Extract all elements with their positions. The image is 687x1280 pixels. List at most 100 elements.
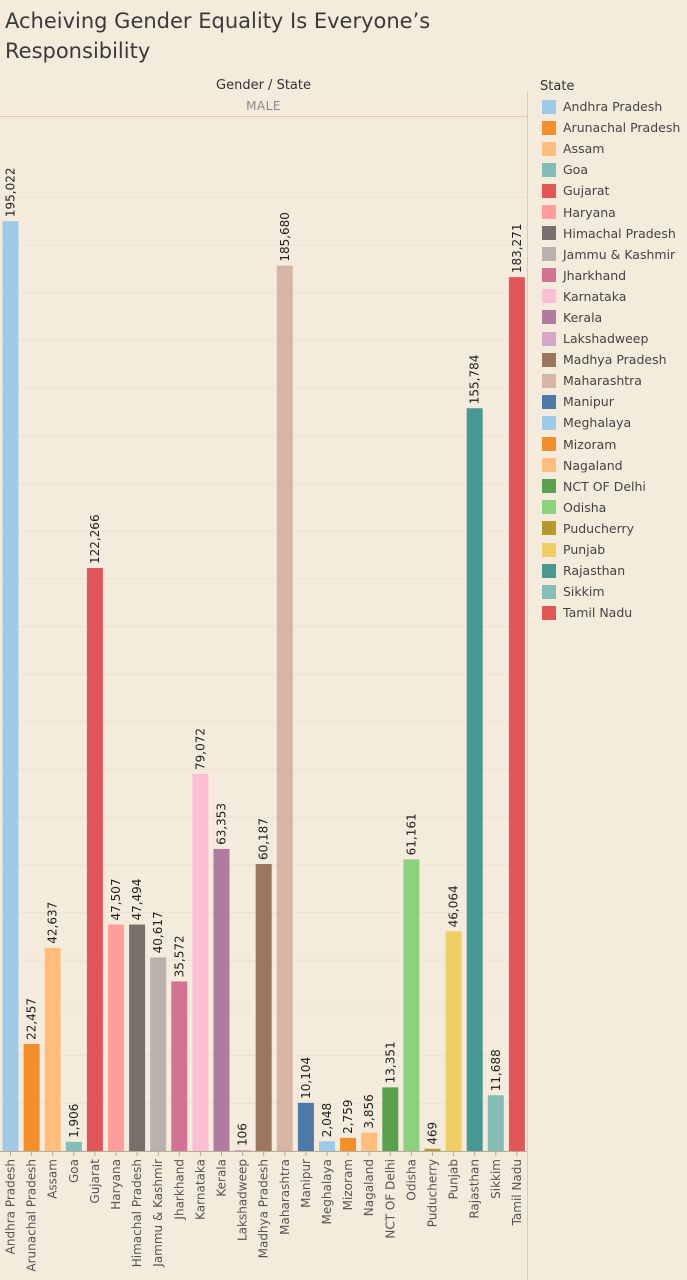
data-label: 195,022 <box>4 168 18 218</box>
data-label: 155,784 <box>468 355 482 405</box>
legend-item[interactable]: Punjab <box>542 539 680 560</box>
bar[interactable] <box>234 1150 251 1151</box>
data-label: 79,072 <box>193 728 207 770</box>
data-label: 106 <box>236 1123 250 1146</box>
legend-item[interactable]: Jharkhand <box>542 265 680 286</box>
x-tick-label: Kerala <box>215 1159 229 1197</box>
bar[interactable] <box>65 1141 82 1151</box>
x-tick-label: Goa <box>67 1159 81 1183</box>
data-label: 63,353 <box>215 803 229 845</box>
data-label: 469 <box>426 1122 440 1145</box>
bar[interactable] <box>445 931 462 1151</box>
data-label: 183,271 <box>510 224 524 274</box>
x-tick-label: Rajasthan <box>468 1159 482 1219</box>
bar[interactable] <box>192 773 209 1151</box>
bar[interactable] <box>255 864 272 1151</box>
bar[interactable] <box>171 981 188 1151</box>
legend-label: NCT OF Delhi <box>563 478 646 494</box>
data-label: 13,351 <box>383 1041 397 1083</box>
x-tick-label: Himachal Pradesh <box>130 1159 144 1267</box>
legend-item[interactable]: Madhya Pradesh <box>542 349 680 370</box>
bar[interactable] <box>276 265 293 1152</box>
x-tick-label: Sikkim <box>489 1159 503 1199</box>
legend-item[interactable]: Goa <box>542 159 680 180</box>
data-label: 42,637 <box>46 902 60 944</box>
legend-label: Odisha <box>563 499 607 515</box>
legend-item[interactable]: Tamil Nadu <box>542 602 680 623</box>
x-tick-label: Mizoram <box>341 1159 355 1210</box>
bar[interactable] <box>2 221 19 1151</box>
legend-swatch <box>542 458 556 473</box>
x-tick-label: Gujarat <box>88 1159 102 1204</box>
data-label: 46,064 <box>447 885 461 927</box>
legend-item[interactable]: Andhra Pradesh <box>542 96 680 117</box>
legend-item[interactable]: Himachal Pradesh <box>542 223 680 244</box>
bar[interactable] <box>297 1102 314 1151</box>
bar[interactable] <box>44 947 61 1151</box>
bar[interactable] <box>129 924 146 1151</box>
legend-label: Meghalaya <box>563 415 632 431</box>
bar[interactable] <box>487 1095 504 1151</box>
legend-item[interactable]: Meghalaya <box>542 412 680 433</box>
legend-label: Lakshadweep <box>563 331 649 347</box>
legend-swatch <box>542 289 556 304</box>
legend-swatch <box>542 394 556 409</box>
legend-divider <box>527 92 528 1280</box>
data-label: 2,759 <box>341 1099 355 1133</box>
legend-label: Haryana <box>563 204 616 220</box>
legend-item[interactable]: Kerala <box>542 307 680 328</box>
data-label: 122,266 <box>88 514 102 564</box>
legend-swatch <box>542 99 556 114</box>
legend-item[interactable]: Jammu & Kashmir <box>542 244 680 265</box>
legend-label: Gujarat <box>563 183 610 199</box>
bar[interactable] <box>150 957 167 1151</box>
bar[interactable] <box>213 848 230 1151</box>
legend-item[interactable]: Nagaland <box>542 455 680 476</box>
x-tick-label: Madhya Pradesh <box>257 1159 271 1258</box>
x-tick-label: Lakshadweep <box>236 1159 250 1241</box>
legend: Andhra Pradesh Arunachal Pradesh Assam Goa G… <box>542 96 680 623</box>
bar[interactable] <box>319 1141 335 1151</box>
bar[interactable] <box>508 277 525 1151</box>
bar[interactable] <box>108 924 124 1151</box>
bar[interactable] <box>23 1043 40 1151</box>
legend-item[interactable]: NCT OF Delhi <box>542 476 680 497</box>
legend-swatch <box>542 584 556 599</box>
x-tick-label: Tamil Nadu <box>510 1159 524 1226</box>
data-label: 35,572 <box>172 935 186 977</box>
legend-label: Andhra Pradesh <box>563 99 663 115</box>
legend-item[interactable]: Karnataka <box>542 286 680 307</box>
legend-label: Sikkim <box>563 584 605 600</box>
legend-item[interactable]: Arunachal Pradesh <box>542 117 680 138</box>
bar[interactable] <box>403 859 420 1151</box>
legend-swatch <box>542 226 556 241</box>
legend-swatch <box>542 352 556 367</box>
legend-swatch <box>542 542 556 557</box>
legend-swatch <box>542 373 556 388</box>
legend-item[interactable]: Gujarat <box>542 180 680 201</box>
legend-swatch <box>542 415 556 430</box>
legend-swatch <box>542 521 556 536</box>
data-label: 22,457 <box>25 998 39 1040</box>
legend-item[interactable]: Assam <box>542 138 680 159</box>
data-label: 11,688 <box>489 1049 503 1091</box>
legend-label: Nagaland <box>563 457 623 473</box>
legend-item[interactable]: Maharashtra <box>542 370 680 391</box>
x-tick-label: Arunachal Pradesh <box>25 1159 39 1272</box>
legend-item[interactable]: Rajasthan <box>542 560 680 581</box>
legend-item[interactable]: Haryana <box>542 201 680 222</box>
bar[interactable] <box>382 1087 399 1151</box>
legend-item[interactable]: Mizoram <box>542 434 680 455</box>
legend-item[interactable]: Manipur <box>542 391 680 412</box>
bar[interactable] <box>340 1137 357 1151</box>
legend-item[interactable]: Sikkim <box>542 581 680 602</box>
legend-swatch <box>542 605 556 620</box>
bar[interactable] <box>424 1148 441 1151</box>
legend-item[interactable]: Lakshadweep <box>542 328 680 349</box>
legend-swatch <box>542 120 556 135</box>
bar[interactable] <box>466 408 483 1151</box>
bar[interactable] <box>86 568 103 1151</box>
legend-item[interactable]: Odisha <box>542 497 680 518</box>
legend-item[interactable]: Puducherry <box>542 518 680 539</box>
bar[interactable] <box>361 1132 378 1151</box>
